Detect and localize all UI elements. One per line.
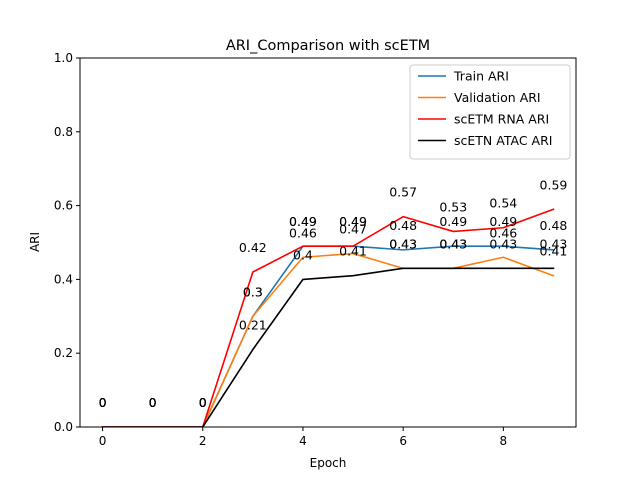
- data-label: 0.3: [243, 284, 263, 299]
- data-label: 0.54: [489, 196, 517, 211]
- data-label: 0.57: [389, 185, 417, 200]
- data-label: 0.41: [540, 244, 568, 259]
- legend-entry-label: Train ARI: [453, 69, 509, 84]
- data-label: 0: [99, 395, 107, 410]
- x-tick-label: 8: [500, 434, 508, 448]
- data-label: 0.43: [439, 236, 467, 251]
- data-label: 0.49: [289, 214, 317, 229]
- data-label: 0.41: [339, 244, 367, 259]
- legend-entry-label: scETN ATAC ARI: [454, 133, 552, 148]
- data-label: 0.46: [289, 225, 317, 240]
- data-label: 0: [99, 395, 107, 410]
- data-label: 0.53: [439, 199, 467, 214]
- y-axis-title: ARI: [28, 232, 42, 252]
- y-tick-label: 0.8: [54, 125, 73, 139]
- data-label: 0.43: [389, 236, 417, 251]
- data-label: 0: [199, 395, 207, 410]
- data-label: 0.49: [439, 214, 467, 229]
- data-label: 0.49: [339, 214, 367, 229]
- data-labels: 0 0 00.30.49 0.49 0.48 0.49 0.49 0.480 0 00.30.46…: [99, 177, 568, 410]
- data-label: 0: [149, 395, 157, 410]
- data-label: 0.49: [489, 214, 517, 229]
- y-tick-label: 0.6: [54, 199, 73, 213]
- data-label: 0.42: [239, 240, 267, 255]
- y-tick-label: 0.4: [54, 272, 73, 286]
- series-lines-clipped: [101, 208, 555, 427]
- x-tick-label: 2: [199, 434, 207, 448]
- data-label: 0.46: [489, 225, 517, 240]
- series-line-3: [101, 267, 555, 427]
- x-axis-title: Epoch: [310, 456, 347, 470]
- legend-entry-label: Validation ARI: [454, 90, 541, 105]
- series-lines: [101, 208, 555, 427]
- data-label: 0: [149, 395, 157, 410]
- data-label: 0: [99, 395, 107, 410]
- series-line-1: [101, 252, 555, 427]
- x-axis-ticks: 0 2 4 6 8: [99, 427, 507, 448]
- data-label: 0: [199, 395, 207, 410]
- x-tick-label: 0: [99, 434, 107, 448]
- data-label: 0.43: [489, 236, 517, 251]
- y-tick-label: 1.0: [54, 51, 73, 65]
- data-label: 0.3: [243, 284, 263, 299]
- data-label: 0.48: [540, 218, 568, 233]
- chart-title: ARI_Comparison with scETM: [226, 38, 430, 54]
- data-label: 0.43: [389, 236, 417, 251]
- data-label: 0.43: [439, 236, 467, 251]
- y-tick-label: 0.0: [54, 420, 73, 434]
- data-label: 0.49: [289, 214, 317, 229]
- data-label: 0: [199, 395, 207, 410]
- data-label: 0.43: [540, 236, 568, 251]
- plot-area-frame: [79, 57, 577, 428]
- data-label: 0: [99, 395, 107, 410]
- data-label: 0: [199, 395, 207, 410]
- data-label: 0.21: [239, 318, 267, 333]
- data-label: 0.59: [540, 177, 568, 192]
- data-label: 0: [149, 395, 157, 410]
- y-axis-ticks: 0.0 0.2 0.4 0.6 0.8 1.0: [54, 51, 80, 434]
- data-label: 0.48: [389, 218, 417, 233]
- data-label: 0.49: [339, 214, 367, 229]
- legend-entry-label: scETM RNA ARI: [454, 112, 549, 127]
- x-tick-label: 6: [399, 434, 407, 448]
- x-tick-label: 4: [299, 434, 307, 448]
- series-line-2: [101, 208, 555, 427]
- data-label: 0.47: [339, 222, 367, 237]
- data-label: 0.4: [293, 247, 313, 262]
- legend-box: [409, 64, 571, 160]
- legend: Train ARI Validation ARI scETM RNA ARI scET…: [409, 64, 571, 160]
- data-label: 0: [149, 395, 157, 410]
- y-tick-label: 0.2: [54, 346, 73, 360]
